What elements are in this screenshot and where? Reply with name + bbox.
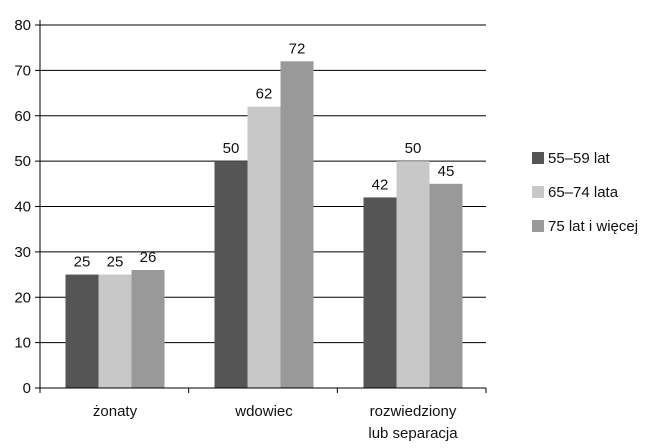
legend: 55–59 lat 65–74 lata 75 lat i więcej (532, 150, 638, 235)
bar (214, 161, 248, 388)
data-labels: 25 50 42 25 62 50 26 72 45 (74, 40, 455, 270)
data-label: 50 (405, 140, 422, 157)
y-tick-label: 70 (14, 62, 31, 79)
data-label: 50 (223, 140, 240, 157)
data-label: 26 (140, 249, 157, 266)
bar (429, 183, 463, 388)
data-label: 42 (372, 176, 389, 193)
bar (280, 61, 314, 389)
x-axis-labels: żonaty wdowiec rozwiedziony lub separacja (93, 403, 458, 442)
bars (65, 61, 463, 389)
legend-swatch (532, 220, 544, 232)
y-tick-label: 10 (14, 335, 31, 352)
data-label: 72 (289, 40, 306, 57)
y-tick-label: 30 (14, 244, 31, 261)
legend-swatch (532, 152, 544, 164)
x-category-label: wdowiec (234, 403, 293, 420)
y-tick-label: 0 (23, 380, 31, 397)
legend-label: 55–59 lat (548, 150, 611, 167)
bar (131, 270, 165, 388)
y-tick-label: 20 (14, 289, 31, 306)
y-tick-label: 50 (14, 153, 31, 170)
data-label: 62 (256, 86, 273, 103)
bar (247, 106, 281, 389)
y-tick-label: 80 (14, 17, 31, 34)
bar (363, 197, 397, 388)
bar (98, 274, 132, 388)
data-label: 25 (74, 254, 91, 271)
y-axis-ticks: 0 10 20 30 40 50 60 70 80 (14, 17, 40, 397)
y-tick-label: 60 (14, 108, 31, 125)
legend-label: 65–74 lata (548, 184, 619, 201)
bar (396, 161, 430, 388)
axes (39, 20, 487, 393)
bar (65, 274, 99, 388)
data-label: 25 (107, 254, 124, 271)
legend-swatch (532, 186, 544, 198)
x-category-label: lub separacja (368, 425, 458, 442)
x-category-label: rozwiedziony (370, 403, 457, 420)
data-label: 45 (438, 163, 455, 180)
x-category-label: żonaty (93, 403, 138, 420)
y-tick-label: 40 (14, 199, 31, 216)
legend-label: 75 lat i więcej (548, 218, 638, 235)
